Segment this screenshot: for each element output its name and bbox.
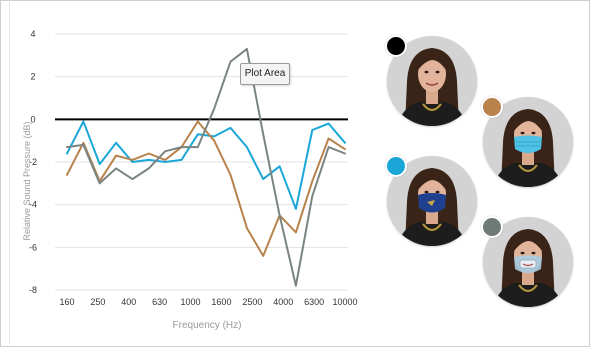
x-tick-label: 400 — [121, 297, 136, 307]
series-line-blue — [66, 120, 346, 210]
plot-area-tooltip: Plot Area — [240, 63, 290, 85]
x-tick-label: 2500 — [242, 297, 262, 307]
legend-dot-blue — [385, 155, 407, 177]
y-tick-label: -8 — [29, 285, 37, 295]
x-tick-label: 250 — [90, 297, 105, 307]
x-tick-label: 630 — [152, 297, 167, 307]
x-axis-label: Frequency (Hz) — [173, 320, 242, 331]
legend-dot-gray — [481, 216, 503, 238]
photo-surgical-mask — [481, 96, 573, 187]
series-line-gray — [66, 47, 346, 287]
x-axis-ticks: 160 250 400 630 1000 1600 2500 4000 6300 10000 — [59, 297, 357, 307]
y-tick-label: 0 — [30, 114, 35, 124]
y-tick-label: -6 — [29, 242, 37, 252]
series-lines — [66, 47, 346, 287]
legend-dot-black — [385, 35, 407, 57]
y-tick-label: 4 — [30, 29, 35, 39]
x-tick-label: 160 — [59, 297, 74, 307]
y-axis-ticks: 4 2 0 -2 -4 -6 -8 — [29, 29, 37, 295]
line-chart: 4 2 0 -2 -4 -6 -8 160 250 400 630 1000 1600 2500 4000… — [22, 29, 358, 331]
y-axis-label: Relative Sound Pressure (dB) — [22, 121, 32, 240]
y-tick-label: -4 — [29, 200, 37, 210]
x-tick-label: 4000 — [273, 297, 293, 307]
x-tick-label: 1000 — [181, 297, 201, 307]
frame-divider — [9, 2, 10, 345]
photo-cloth-mask — [385, 155, 477, 246]
gridlines — [55, 33, 348, 291]
x-tick-label: 10000 — [332, 297, 357, 307]
x-tick-label: 6300 — [304, 297, 324, 307]
legend-dot-brown — [481, 96, 503, 118]
photo-no-mask — [385, 35, 477, 126]
avatar — [483, 217, 573, 307]
x-tick-label: 1600 — [211, 297, 231, 307]
y-tick-label: -2 — [29, 157, 37, 167]
avatar — [387, 36, 477, 126]
photo-clear-window-mask — [481, 216, 573, 307]
y-tick-label: 2 — [30, 72, 35, 82]
series-line-brown — [66, 120, 346, 257]
